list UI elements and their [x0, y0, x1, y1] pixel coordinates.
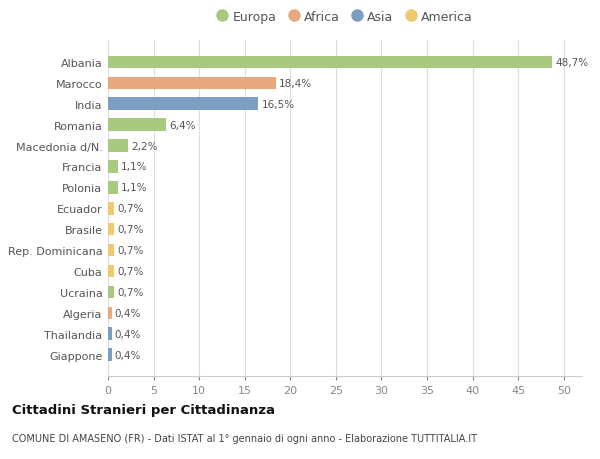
- Bar: [108, 265, 115, 278]
- Bar: [108, 140, 128, 152]
- Text: 0,7%: 0,7%: [118, 287, 144, 297]
- Text: 1,1%: 1,1%: [121, 183, 148, 193]
- Text: 0,4%: 0,4%: [115, 329, 141, 339]
- Text: 0,7%: 0,7%: [118, 246, 144, 256]
- Text: 0,7%: 0,7%: [118, 204, 144, 214]
- Bar: [108, 307, 112, 319]
- Bar: [108, 98, 259, 111]
- Text: 1,1%: 1,1%: [121, 162, 148, 172]
- Text: 2,2%: 2,2%: [131, 141, 158, 151]
- Text: 6,4%: 6,4%: [170, 120, 196, 130]
- Bar: [108, 119, 166, 132]
- Text: 0,7%: 0,7%: [118, 225, 144, 235]
- Bar: [108, 244, 115, 257]
- Legend: Europa, Africa, Asia, America: Europa, Africa, Asia, America: [217, 11, 473, 24]
- Bar: [108, 161, 118, 174]
- Text: 0,4%: 0,4%: [115, 350, 141, 360]
- Text: Cittadini Stranieri per Cittadinanza: Cittadini Stranieri per Cittadinanza: [12, 403, 275, 416]
- Text: 0,4%: 0,4%: [115, 308, 141, 318]
- Bar: [108, 56, 552, 69]
- Text: 48,7%: 48,7%: [555, 58, 588, 68]
- Bar: [108, 349, 112, 361]
- Bar: [108, 202, 115, 215]
- Bar: [108, 286, 115, 298]
- Text: 0,7%: 0,7%: [118, 266, 144, 276]
- Bar: [108, 224, 115, 236]
- Text: 18,4%: 18,4%: [279, 78, 312, 89]
- Text: COMUNE DI AMASENO (FR) - Dati ISTAT al 1° gennaio di ogni anno - Elaborazione TU: COMUNE DI AMASENO (FR) - Dati ISTAT al 1…: [12, 433, 477, 442]
- Bar: [108, 328, 112, 340]
- Bar: [108, 78, 276, 90]
- Text: 16,5%: 16,5%: [262, 100, 295, 110]
- Bar: [108, 182, 118, 194]
